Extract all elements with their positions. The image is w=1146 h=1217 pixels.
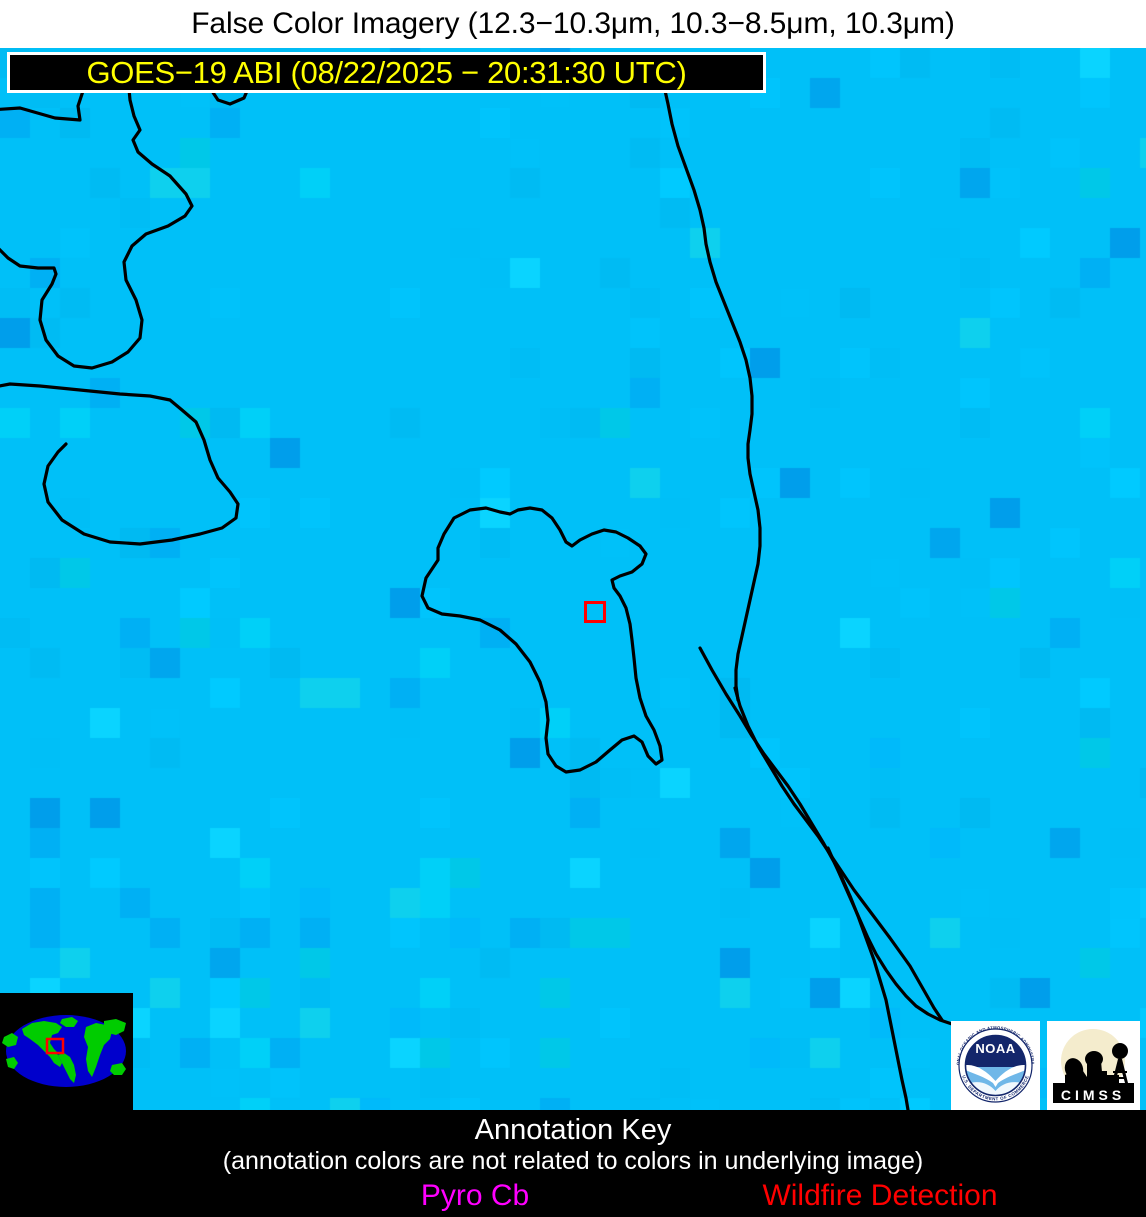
coastline-upper-left-a <box>0 68 194 370</box>
noaa-wordmark: NOAA <box>975 1041 1015 1056</box>
page-title: False Color Imagery (12.3−10.3μm, 10.3−8… <box>191 7 955 40</box>
annotation-key-title: Annotation Key <box>474 1114 672 1146</box>
globe-locator-icon <box>0 993 133 1110</box>
timestamp-text: GOES−19 ABI (08/22/2025 − 20:31:30 UTC) <box>86 55 687 90</box>
satellite-image-area <box>0 48 1146 1110</box>
noaa-logo-icon: NOAA NATIONAL OCEANIC AND ATMOSPHERIC AD… <box>951 1021 1040 1110</box>
lake-central-outline <box>420 506 664 774</box>
noaa-logo: NOAA NATIONAL OCEANIC AND ATMOSPHERIC AD… <box>951 1021 1040 1110</box>
legend-item-pyro-cb: Pyro Cb <box>420 1179 530 1212</box>
geography-overlay <box>0 52 954 1110</box>
cimss-logo: CIMSS <box>1047 1021 1140 1110</box>
river-branch-c <box>826 846 954 1026</box>
annotation-key-panel: Annotation Key (annotation colors are no… <box>0 1110 1146 1217</box>
globe-locator-logo <box>0 993 133 1110</box>
river-branch-a <box>733 686 944 1022</box>
page-title-bar: False Color Imagery (12.3−10.3μm, 10.3−8… <box>0 0 1146 48</box>
wildfire-detection-box[interactable] <box>584 601 606 623</box>
legend-item-wildfire-detection: Wildfire Detection <box>762 1179 998 1212</box>
river-branch-b <box>698 646 910 1110</box>
annotation-key-subtitle: (annotation colors are not related to co… <box>222 1147 924 1175</box>
cimss-logo-icon: CIMSS <box>1047 1021 1140 1110</box>
satellite-false-color-raster <box>0 48 1146 1110</box>
river-main <box>662 84 762 702</box>
cimss-wordmark: CIMSS <box>1061 1087 1125 1103</box>
coastline-upper-left-b <box>0 382 240 546</box>
timestamp-banner: GOES−19 ABI (08/22/2025 − 20:31:30 UTC) <box>7 52 766 93</box>
annotation-key-legend: Pyro Cb Wildfire Detection <box>0 1180 1146 1214</box>
